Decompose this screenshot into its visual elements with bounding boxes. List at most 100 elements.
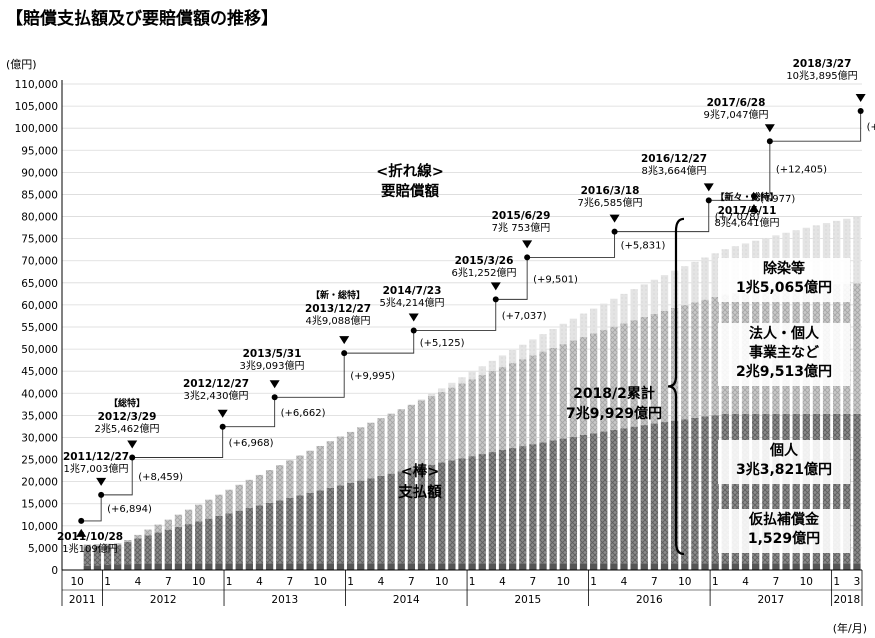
milestone-amount: 3兆2,430億円 [184,389,249,402]
bar-segment-kojin [83,546,91,566]
bar-segment-kojin [498,450,507,564]
line-point [492,296,499,303]
bar-segment-hojin [620,323,628,429]
bar-segment-josen [853,216,861,284]
bar-segment-josen [610,298,618,327]
bar-segment-karibarai [792,563,800,570]
line-point [98,491,105,498]
bar-segment-kojin [853,413,861,564]
bar-segment-kojin [843,413,851,564]
bar-segment-karibarai [782,563,790,570]
segment-label-karibarai: 仮払補償金 [748,511,820,528]
bar-segment-josen [448,382,456,388]
bar-segment-kojin [782,413,790,564]
y-tick-label: 45,000 [21,366,58,378]
bar-segment-karibarai [833,563,841,570]
triangle-down-marker [703,183,714,192]
triangle-down-marker [522,240,533,249]
milestone-date: 2018/3/27 [793,58,852,70]
bar-segment-josen [660,275,669,311]
bar-segment-hojin [853,283,861,414]
x-tick-label: 4 [378,576,385,588]
bar-segment-hojin [367,422,375,479]
bar-segment-kojin [630,426,638,564]
x-tick-label: 10 [71,576,84,588]
line-point [857,107,864,114]
bar-segment-kojin [671,420,679,564]
x-tick-label: 4 [256,576,263,588]
milestone-date: 2012/3/29 [98,411,157,423]
bar-segment-karibarai [488,563,497,570]
bar-segment-kojin [721,413,729,564]
bar-segment-karibarai [83,565,91,570]
bar-segment-karibarai [711,563,719,570]
bar-segment-josen [833,220,841,285]
bar-segment-karibarai [427,563,436,570]
line-point [524,254,531,261]
bar-segment-hojin [357,427,365,481]
bar-segment-kojin [650,423,659,564]
cumulative-brace [667,217,685,556]
bar-segment-karibarai [417,563,426,570]
milestone-date: 2017/5/11 [718,205,777,217]
milestone-bracket: 【新・総特】 [311,289,365,301]
bar-segment-kojin [549,440,557,564]
x-tick-label: 1 [347,576,354,588]
bar-segment-karibarai [103,564,112,570]
x-tick-label: 10 [800,576,813,588]
bar-segment-josen [529,339,537,356]
bar-segment-karibarai [630,563,638,570]
milestone-amount: 6兆1,252億円 [452,266,517,279]
triangle-down-marker [217,409,228,418]
bar-segment-hojin [610,326,618,430]
bar-segment-hojin [205,499,213,519]
triangle-down-marker [408,313,419,322]
y-tick-label: 65,000 [21,278,58,290]
line-legend-title: <折れ線> [376,162,444,180]
bar-segment-kojin [812,413,821,564]
increment-label: (+8,459) [138,472,183,483]
line-point [705,197,712,204]
bar-segment-karibarai [660,563,669,570]
bar-segment-hojin [660,310,669,423]
line-point [611,228,618,235]
bar-segment-kojin [225,513,233,564]
bar-segment-hojin [265,470,274,503]
bar-segment-kojin [468,456,476,564]
bar-segment-josen [458,377,466,384]
increment-label: (+5,831) [621,241,666,252]
bar-segment-hojin [306,450,314,493]
bar-segment-kojin [144,535,152,564]
bar-segment-kojin [741,413,750,564]
bar-segment-kojin [590,433,598,564]
bar-segment-josen [569,318,578,341]
bar-segment-karibarai [600,563,608,570]
bar-segment-karibarai [822,563,831,570]
bar-segment-hojin [539,351,547,443]
cumulative-value: 7兆9,929億円 [566,405,662,422]
segment-label-karibarai: 1,529億円 [748,530,820,547]
bar-segment-kojin [752,413,760,564]
bar-segment-kojin [417,466,426,564]
bar-segment-karibarai [640,563,648,570]
bar-segment-josen [579,313,588,337]
triangle-down-marker [490,282,501,291]
milestone-date: 2012/12/27 [183,378,249,390]
bar-segment-karibarai [93,565,102,570]
y-tick-label: 40,000 [21,388,58,400]
bar-segment-karibarai [650,563,659,570]
bar-segment-kojin [529,444,537,564]
bar-segment-karibarai [245,563,253,570]
bar-segment-kojin [569,436,578,564]
bar-segment-kojin [681,419,689,564]
bar-segment-josen [620,293,628,324]
bar-segment-karibarai [184,563,193,570]
y-tick-label: 70,000 [21,256,58,268]
milestone-date: 2016/12/27 [641,153,707,165]
bar-segment-hojin [468,379,476,457]
bar-segment-kojin [164,529,172,564]
bar-segment-hojin [448,387,456,461]
bar-segment-kojin [397,471,405,564]
milestone-date: 2015/6/29 [492,210,551,222]
bar-segment-karibarai [468,563,476,570]
